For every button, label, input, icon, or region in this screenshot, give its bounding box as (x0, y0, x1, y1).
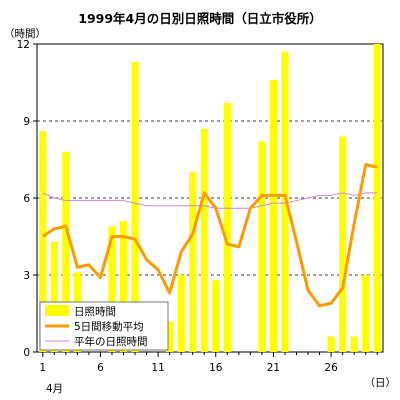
bar (131, 61, 139, 352)
bar (373, 44, 381, 352)
legend-label-normal: 平年の日照時間 (74, 335, 148, 348)
bar (327, 336, 335, 352)
bar (119, 221, 128, 352)
gridlines (37, 120, 383, 276)
x-tick-label: 6 (97, 362, 104, 374)
legend: 日照時間 5日間移動平均 平年の日照時間 (39, 301, 169, 351)
bar (108, 226, 116, 352)
y-axis-unit-label: （時間） (4, 28, 46, 40)
x-tick-label: 16 (209, 362, 223, 374)
bar (62, 151, 70, 352)
chart-title: 1999年4月の日別日照時間（日立市役所） (78, 11, 322, 26)
x-axis-month-label: 4月 (46, 383, 63, 395)
normal-sunshine-line (42, 192, 378, 209)
x-axis-ticks: 1 6 11 16 21 26 (39, 352, 378, 374)
bar (339, 136, 347, 352)
legend-swatch-bar (45, 305, 69, 316)
bar (223, 103, 231, 353)
moving-average-line (41, 163, 378, 308)
bar (50, 241, 58, 352)
x-tick-label: 1 (39, 362, 46, 374)
bar (189, 172, 197, 352)
bar (350, 336, 358, 352)
x-tick-label: 21 (267, 362, 280, 374)
y-tick-label: 6 (23, 193, 30, 205)
bar (212, 280, 220, 352)
bar (177, 275, 185, 352)
y-tick-label: 0 (23, 347, 30, 359)
bar (39, 131, 47, 352)
sunshine-bars (39, 44, 381, 353)
bar (166, 321, 174, 352)
y-tick-label: 12 (17, 39, 30, 51)
bar (362, 275, 370, 352)
y-axis-ticks: 0 3 6 9 12 (17, 39, 37, 359)
y-tick-label: 9 (23, 116, 30, 128)
series-lines (41, 163, 378, 308)
legend-label-moving-average: 5日間移動平均 (74, 320, 144, 333)
y-tick-label: 3 (23, 270, 30, 282)
bar (281, 51, 289, 352)
bar (269, 79, 278, 352)
bar (200, 128, 208, 352)
x-axis-unit-label: （日） (365, 377, 397, 389)
legend-label-daily: 日照時間 (74, 306, 116, 318)
x-tick-label: 26 (324, 362, 338, 374)
bar (258, 141, 266, 352)
x-tick-label: 11 (151, 362, 164, 374)
